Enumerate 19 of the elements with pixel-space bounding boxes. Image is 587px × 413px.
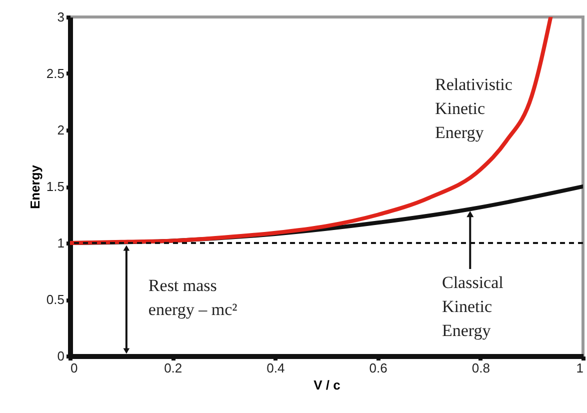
x-tick-label: 1 xyxy=(576,360,584,376)
series-label: Relativistic Kinetic Energy xyxy=(435,75,513,142)
y-tick-label: 3 xyxy=(57,10,64,24)
x-tick-label: 0.8 xyxy=(472,360,490,376)
line-series xyxy=(70,17,553,245)
x-axis-title: V / c xyxy=(314,378,340,392)
y-axis-title: Energy xyxy=(27,164,42,210)
y-tick-label: 0 xyxy=(57,348,64,364)
text: Classical Kinetic Energy xyxy=(442,273,504,340)
y-tick-label: 2 xyxy=(57,122,64,138)
x-tick-label: 0.2 xyxy=(164,360,182,376)
annotation: Rest mass energy – mc² xyxy=(148,276,238,319)
y-tick-label: 0.5 xyxy=(46,292,64,307)
x-tick-label: 0.6 xyxy=(369,360,388,376)
x-tick-label: 0.4 xyxy=(266,360,285,376)
y-tick-label: 1 xyxy=(57,236,64,250)
y-tick-label: 2.5 xyxy=(46,66,64,81)
y-tick-label: 1.5 xyxy=(46,179,64,194)
x-tick-label: 0 xyxy=(70,360,78,376)
